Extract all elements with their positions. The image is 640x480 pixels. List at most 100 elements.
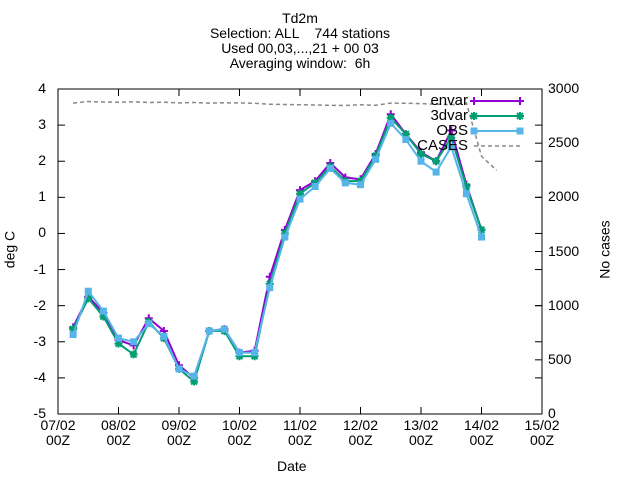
legend-marker-obs xyxy=(470,127,478,135)
y2-tick-label: 500 xyxy=(548,350,572,367)
y-tick-label: 0 xyxy=(38,224,46,241)
series-line-3dvar xyxy=(72,116,483,384)
data-point-obs xyxy=(417,157,425,165)
data-point-3dvar xyxy=(265,280,274,288)
y-tick-label: -1 xyxy=(33,260,46,277)
data-point-3dvar xyxy=(84,294,93,303)
y2-tick-label: 2000 xyxy=(548,188,580,205)
data-point-3dvar xyxy=(129,350,138,359)
data-point-obs xyxy=(326,164,334,172)
x-tick-label-date: 10/02 xyxy=(221,417,258,433)
data-point-obs xyxy=(115,334,122,342)
x-tick-label-date: 13/02 xyxy=(403,417,439,433)
data-point-obs xyxy=(130,338,138,346)
y2-tick-label: 1000 xyxy=(548,296,580,313)
y2-tick-label: 0 xyxy=(548,405,556,421)
chart-title-line: Averaging window: 6h xyxy=(229,55,371,71)
chart-title-line: Selection: ALL 744 stations xyxy=(209,25,391,41)
data-point-obs xyxy=(311,183,319,190)
x-tick-label-date: 09/02 xyxy=(161,417,197,433)
x-tick-label-time: 00Z xyxy=(106,432,131,448)
legend-label-obs: OBS xyxy=(436,122,468,139)
legend-marker-3dvar xyxy=(470,112,478,120)
data-point-obs xyxy=(99,307,107,315)
plot-border xyxy=(57,88,543,415)
legend-marker-envar xyxy=(470,97,478,105)
x-tick-label-time: 00Z xyxy=(348,432,373,448)
x-tick-label-date: 14/02 xyxy=(463,417,500,433)
data-point-obs xyxy=(432,168,440,176)
data-point-obs xyxy=(296,195,304,203)
data-point-obs xyxy=(341,179,349,187)
data-point-obs xyxy=(402,136,410,144)
data-point-obs xyxy=(357,181,364,189)
data-point-obs xyxy=(387,119,395,127)
series-cases xyxy=(73,100,498,171)
y-tick-label: 1 xyxy=(38,188,46,205)
x-tick-label-time: 00Z xyxy=(469,432,494,448)
data-point-3dvar xyxy=(401,130,410,139)
y2-tick-label: 1500 xyxy=(548,242,580,259)
series-3dvar xyxy=(69,113,486,386)
x-tick-label-date: 07/02 xyxy=(40,417,76,433)
x-tick-label-date: 15/02 xyxy=(524,417,560,433)
chart-title-line: Used 00,03,...,21 + 00 03 xyxy=(221,40,379,56)
x-tick-label-time: 00Z xyxy=(408,432,434,448)
series-layer xyxy=(69,100,498,386)
data-point-3dvar xyxy=(371,151,380,160)
data-point-3dvar xyxy=(296,189,304,198)
legend-marker-obs xyxy=(516,127,524,135)
data-point-3dvar xyxy=(432,157,441,166)
y-tick-label: 2 xyxy=(38,152,46,169)
x-tick-label-date: 08/02 xyxy=(100,417,137,433)
data-point-3dvar xyxy=(356,177,365,186)
data-point-obs xyxy=(462,190,470,198)
data-point-obs xyxy=(190,372,198,380)
data-point-3dvar xyxy=(417,150,425,158)
data-point-obs xyxy=(266,284,274,292)
y-tick-label: -3 xyxy=(33,332,46,349)
y-tick-label: 3 xyxy=(38,116,46,133)
data-point-obs xyxy=(372,155,380,163)
legend-label-cases: CASES xyxy=(417,137,468,154)
y-tick-label: -5 xyxy=(33,405,46,421)
y-axis-title: deg C xyxy=(1,230,18,269)
data-point-obs xyxy=(84,287,92,295)
y2-axis-title: No cases xyxy=(596,220,613,279)
legend-label-envar: envar xyxy=(430,92,468,109)
data-point-3dvar xyxy=(462,182,471,191)
data-point-3dvar xyxy=(114,339,123,348)
x-tick-label-time: 00Z xyxy=(227,432,252,448)
data-point-obs xyxy=(236,349,243,357)
y2-tick-label: 3000 xyxy=(548,80,580,96)
y-tick-label: -2 xyxy=(33,296,46,313)
data-point-3dvar xyxy=(190,377,199,386)
x-tick-label-time: 00Z xyxy=(529,432,555,448)
legend-marker-envar xyxy=(516,97,524,105)
y-tick-label: -4 xyxy=(33,368,46,385)
data-point-obs xyxy=(220,325,228,333)
data-point-obs xyxy=(251,349,259,357)
data-point-3dvar xyxy=(250,352,259,361)
plot-frame xyxy=(57,88,543,415)
x-axis-title: Date xyxy=(277,458,307,474)
data-point-3dvar xyxy=(280,229,289,238)
data-point-envar xyxy=(447,126,456,135)
data-point-3dvar xyxy=(447,133,456,142)
data-point-3dvar xyxy=(311,178,320,187)
legend-marker-3dvar xyxy=(516,112,524,120)
data-point-obs xyxy=(447,143,455,151)
y-tick-label: 4 xyxy=(38,80,46,96)
data-point-3dvar xyxy=(99,312,108,321)
series-obs xyxy=(69,119,485,380)
series-line-cases xyxy=(73,100,498,171)
data-point-obs xyxy=(69,331,77,339)
x-tick-label-time: 00Z xyxy=(45,432,71,448)
data-point-3dvar xyxy=(235,352,244,361)
data-point-obs xyxy=(205,327,213,335)
legend-label-3dvar: 3dvar xyxy=(430,107,468,124)
y2-tick-label: 2500 xyxy=(548,134,580,151)
data-point-3dvar xyxy=(69,325,78,334)
data-point-obs xyxy=(478,233,485,241)
